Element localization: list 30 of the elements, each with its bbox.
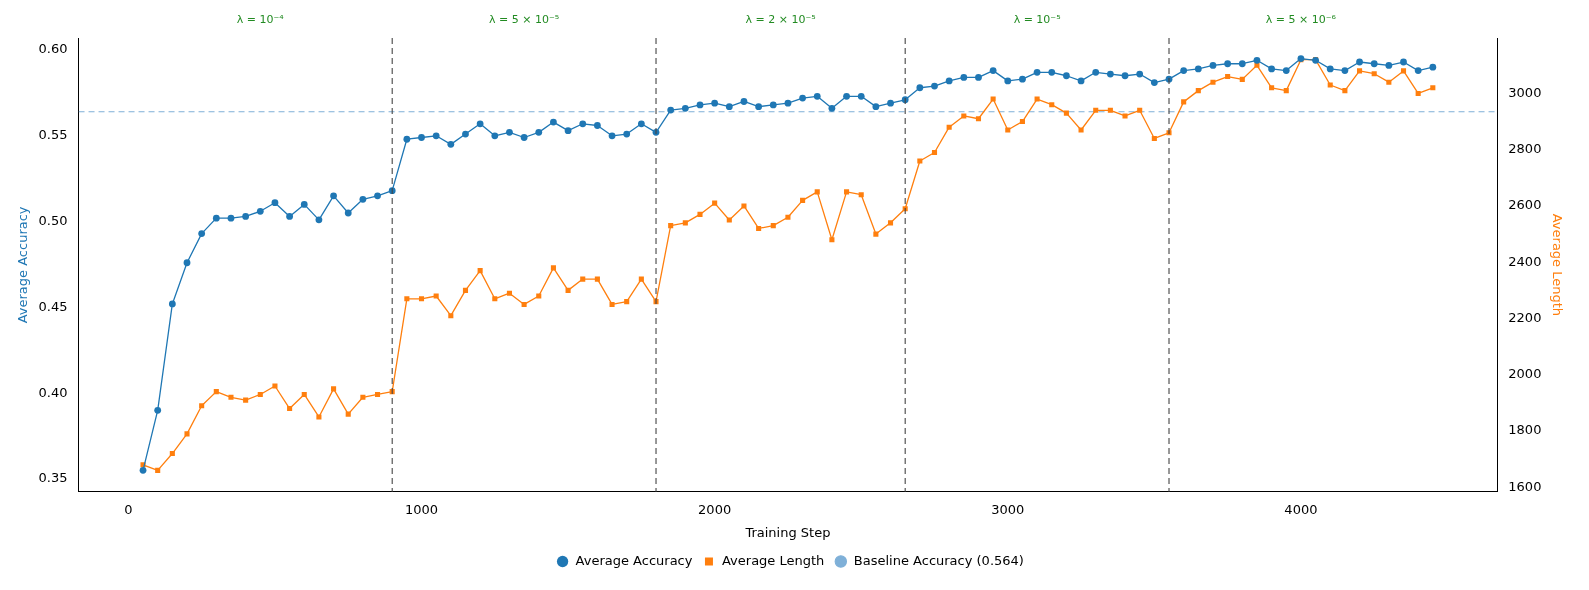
x-axis-title: Training Step bbox=[744, 524, 831, 540]
x-tick-label: 1000 bbox=[404, 501, 439, 517]
x-tick-label: 0 bbox=[124, 501, 133, 517]
text: λ = 5 × 10⁻⁶ bbox=[1265, 13, 1337, 27]
y-tick-label: 0.50 bbox=[38, 212, 68, 228]
y2-tick-label: 3000 bbox=[1508, 84, 1542, 100]
legend-label: Average Length bbox=[721, 552, 825, 568]
legend-label: Average Accuracy bbox=[575, 552, 693, 568]
y2-axis-title: Average Length bbox=[1549, 213, 1565, 317]
y-tick-label: 0.40 bbox=[38, 384, 68, 400]
y-tick-label: 0.55 bbox=[38, 127, 68, 143]
y2-tick-label: 2800 bbox=[1508, 141, 1542, 157]
y-axis-title: Average Accuracy bbox=[15, 206, 31, 324]
text: λ = 10⁻⁵ bbox=[1013, 13, 1061, 27]
text: λ = 5 × 10⁻⁵ bbox=[489, 13, 560, 27]
y-tick-label: 0.45 bbox=[38, 298, 68, 314]
text: λ = 10⁻⁴ bbox=[236, 13, 285, 27]
legend-label: Baseline Accuracy (0.564) bbox=[853, 552, 1024, 568]
y2-tick-label: 2400 bbox=[1508, 253, 1542, 269]
y2-tick-label: 2200 bbox=[1508, 309, 1542, 325]
y2-tick-label: 1600 bbox=[1508, 478, 1542, 494]
y-tick-label: 0.35 bbox=[38, 470, 68, 486]
y-tick-label: 0.60 bbox=[38, 41, 68, 57]
x-tick-label: 3000 bbox=[991, 501, 1025, 517]
x-tick-label: 4000 bbox=[1284, 501, 1318, 517]
y2-tick-label: 2600 bbox=[1508, 197, 1542, 213]
y2-tick-label: 2000 bbox=[1508, 366, 1542, 382]
y2-tick-label: 1800 bbox=[1508, 422, 1542, 438]
x-tick-label: 2000 bbox=[698, 501, 732, 517]
text: λ = 2 × 10⁻⁵ bbox=[745, 13, 816, 27]
